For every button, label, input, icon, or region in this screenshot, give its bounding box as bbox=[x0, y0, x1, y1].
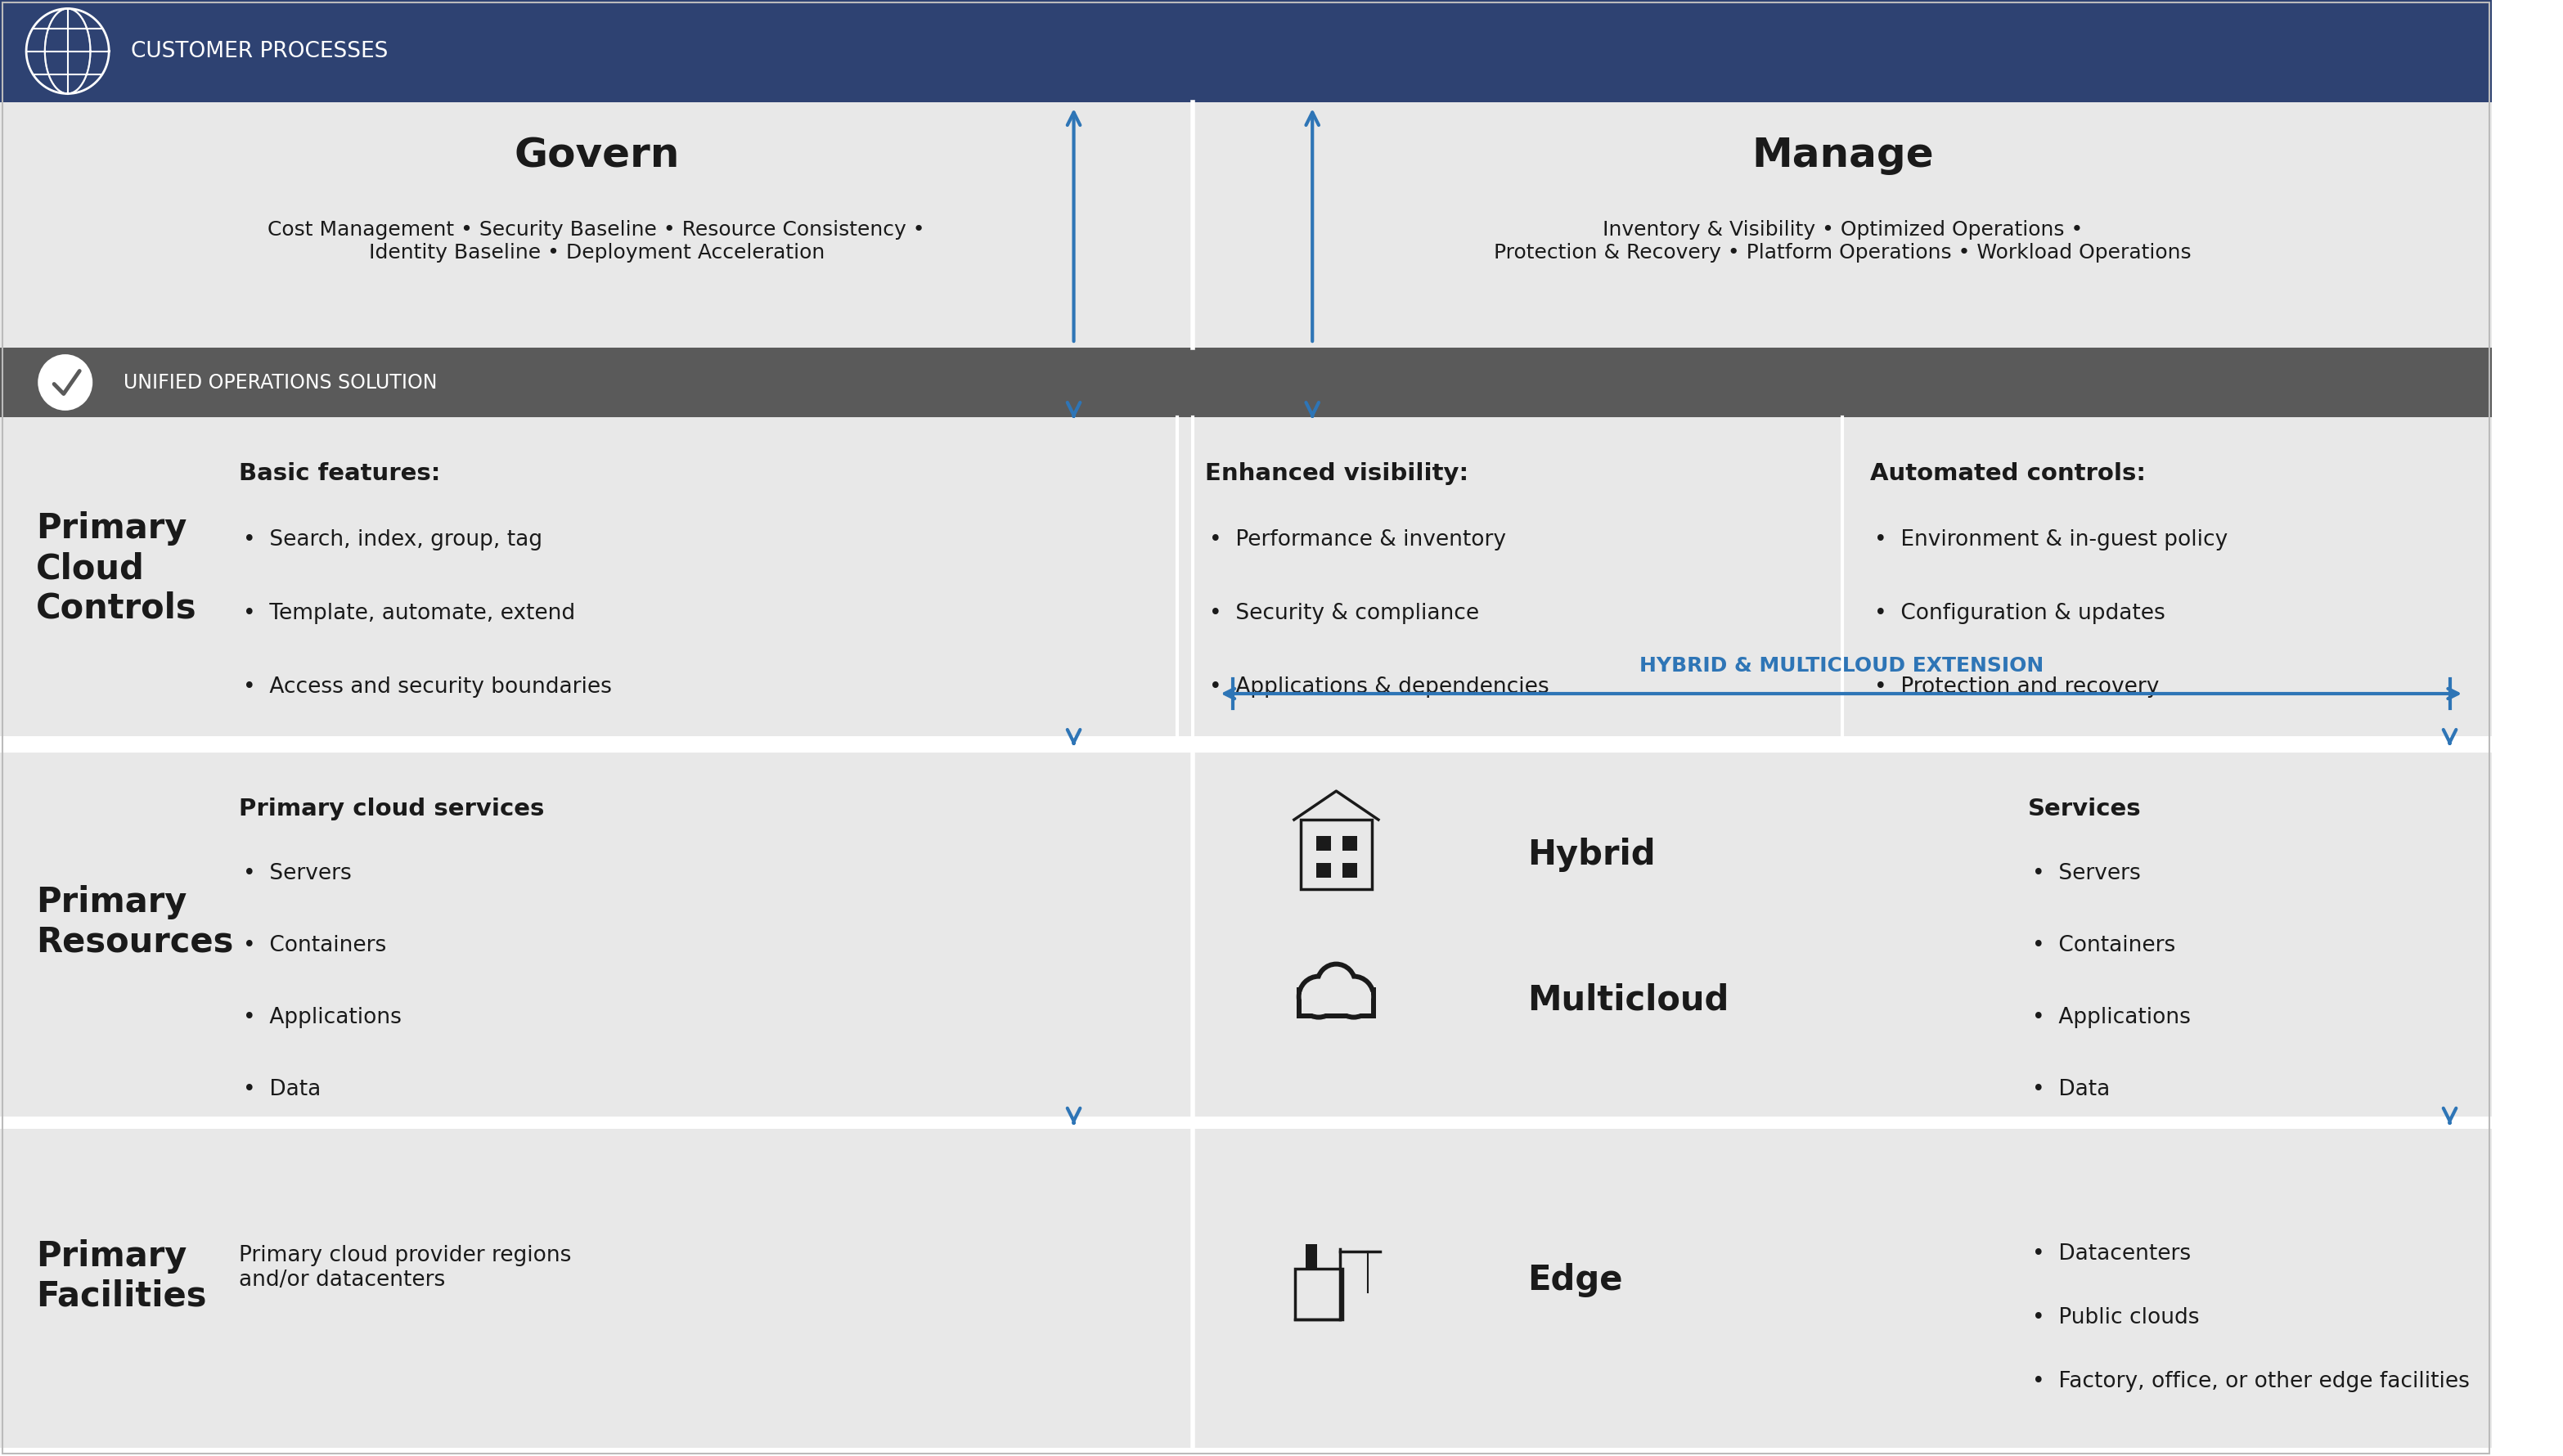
Text: Cost Management • Security Baseline • Resource Consistency •
Identity Baseline •: Cost Management • Security Baseline • Re… bbox=[269, 220, 925, 262]
Text: •  Containers: • Containers bbox=[243, 935, 387, 957]
Text: CUSTOMER PROCESSES: CUSTOMER PROCESSES bbox=[131, 41, 390, 61]
Text: •  Template, automate, extend: • Template, automate, extend bbox=[243, 603, 574, 625]
Text: HYBRID & MULTICLOUD EXTENSION: HYBRID & MULTICLOUD EXTENSION bbox=[1640, 657, 2043, 676]
Text: •  Applications & dependencies: • Applications & dependencies bbox=[1210, 677, 1548, 697]
Text: Services: Services bbox=[2027, 798, 2143, 820]
Text: •  Data: • Data bbox=[2032, 1079, 2109, 1101]
Text: •  Access and security boundaries: • Access and security boundaries bbox=[243, 677, 613, 697]
Text: •  Containers: • Containers bbox=[2032, 935, 2176, 957]
Circle shape bbox=[38, 355, 92, 409]
Text: Primary cloud services: Primary cloud services bbox=[238, 798, 543, 820]
FancyBboxPatch shape bbox=[0, 1128, 2491, 1447]
Text: •  Configuration & updates: • Configuration & updates bbox=[1874, 603, 2166, 625]
Text: •  Performance & inventory: • Performance & inventory bbox=[1210, 529, 1507, 550]
Text: •  Data: • Data bbox=[243, 1079, 320, 1101]
Text: Primary
Facilities: Primary Facilities bbox=[36, 1239, 208, 1313]
Text: Primary
Cloud
Controls: Primary Cloud Controls bbox=[36, 511, 197, 626]
Text: •  Servers: • Servers bbox=[2032, 863, 2140, 884]
Text: •  Applications: • Applications bbox=[2032, 1008, 2191, 1028]
Circle shape bbox=[1315, 961, 1358, 1006]
Circle shape bbox=[1320, 967, 1353, 1000]
Text: Automated controls:: Automated controls: bbox=[1871, 462, 2145, 485]
Text: Govern: Govern bbox=[513, 135, 679, 175]
FancyBboxPatch shape bbox=[1343, 836, 1356, 850]
Text: Basic features:: Basic features: bbox=[238, 462, 441, 485]
Text: Primary
Resources: Primary Resources bbox=[36, 885, 233, 960]
FancyBboxPatch shape bbox=[1302, 992, 1371, 1013]
Text: Manage: Manage bbox=[1751, 135, 1933, 175]
Text: Multicloud: Multicloud bbox=[1528, 983, 1727, 1018]
Text: •  Environment & in-guest policy: • Environment & in-guest policy bbox=[1874, 529, 2227, 550]
Text: Inventory & Visibility • Optimized Operations •
Protection & Recovery • Platform: Inventory & Visibility • Optimized Opera… bbox=[1494, 220, 2191, 262]
FancyBboxPatch shape bbox=[0, 348, 2491, 418]
Circle shape bbox=[1302, 978, 1335, 1015]
Text: Enhanced visibility:: Enhanced visibility: bbox=[1205, 462, 1469, 485]
Text: •  Servers: • Servers bbox=[243, 863, 351, 884]
FancyBboxPatch shape bbox=[1343, 862, 1356, 878]
FancyBboxPatch shape bbox=[1317, 862, 1330, 878]
Circle shape bbox=[1297, 974, 1340, 1019]
Text: UNIFIED OPERATIONS SOLUTION: UNIFIED OPERATIONS SOLUTION bbox=[123, 373, 438, 392]
Text: •  Public clouds: • Public clouds bbox=[2032, 1307, 2199, 1328]
Text: •  Factory, office, or other edge facilities: • Factory, office, or other edge facilit… bbox=[2032, 1372, 2471, 1392]
Text: Primary cloud provider regions
and/or datacenters: Primary cloud provider regions and/or da… bbox=[238, 1245, 572, 1291]
FancyBboxPatch shape bbox=[1317, 836, 1330, 850]
Text: Edge: Edge bbox=[1528, 1262, 1622, 1297]
FancyBboxPatch shape bbox=[0, 753, 2491, 1117]
FancyBboxPatch shape bbox=[0, 418, 2491, 737]
Text: •  Protection and recovery: • Protection and recovery bbox=[1874, 677, 2158, 697]
Text: Hybrid: Hybrid bbox=[1528, 837, 1656, 872]
Circle shape bbox=[1330, 974, 1376, 1019]
Text: •  Datacenters: • Datacenters bbox=[2032, 1243, 2191, 1265]
FancyBboxPatch shape bbox=[1307, 1243, 1317, 1268]
Text: •  Applications: • Applications bbox=[243, 1008, 402, 1028]
FancyBboxPatch shape bbox=[0, 102, 2491, 348]
FancyBboxPatch shape bbox=[1297, 987, 1376, 1018]
Text: •  Security & compliance: • Security & compliance bbox=[1210, 603, 1479, 625]
Circle shape bbox=[1335, 978, 1371, 1015]
Text: •  Search, index, group, tag: • Search, index, group, tag bbox=[243, 529, 541, 550]
FancyBboxPatch shape bbox=[0, 0, 2491, 102]
